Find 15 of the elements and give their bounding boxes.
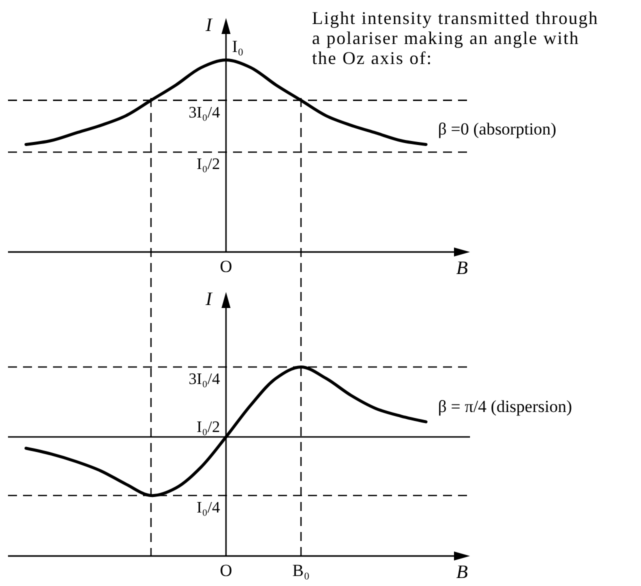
y-axis-title: I <box>204 15 214 36</box>
x-axis-title: B <box>456 562 468 583</box>
ref-line-label: 3I₀/4 <box>188 371 220 388</box>
series-label: β = π/4 (dispersion) <box>438 396 572 416</box>
x-axis-title: B <box>456 258 468 279</box>
x-tick-label: B₀ <box>292 561 310 580</box>
y-axis-title: I <box>204 289 214 310</box>
ref-line-label: I₀/4 <box>196 500 220 517</box>
ref-line-label: I₀/2 <box>196 156 220 174</box>
series-label: β =0 (absorption) <box>438 119 556 138</box>
text: O <box>220 257 232 276</box>
annotation: I₀ <box>232 37 244 56</box>
ref-line-label: I₀/2 <box>196 418 220 436</box>
chart-title: Light intensity transmitted through a polariser making an angle with the Oz axis of: <box>312 8 598 68</box>
ref-line-label: 3I₀/4 <box>188 104 220 122</box>
